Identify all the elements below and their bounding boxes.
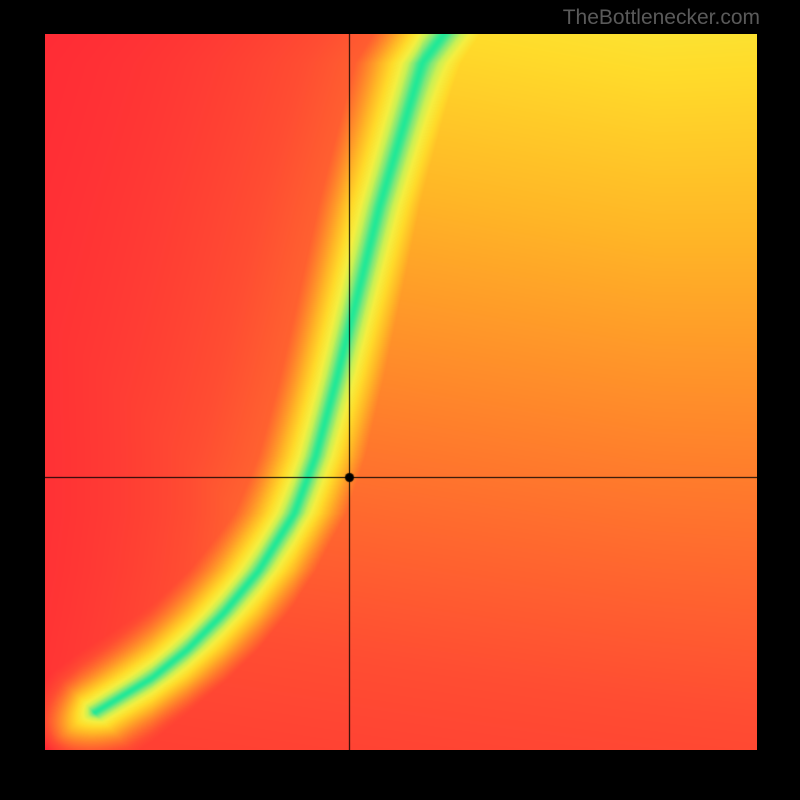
watermark-text: TheBottlenecker.com — [563, 6, 760, 30]
heatmap-canvas — [45, 34, 757, 750]
heatmap-plot — [45, 34, 757, 750]
